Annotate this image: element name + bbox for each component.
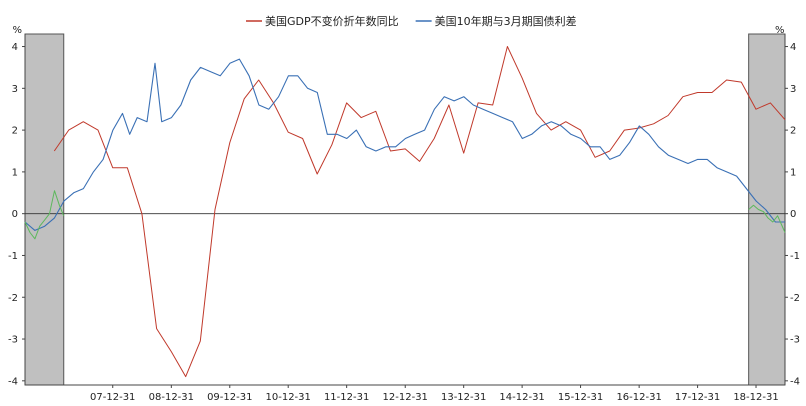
y-tick-label-left: 0 bbox=[12, 209, 18, 220]
y-tick-label-right: 1 bbox=[790, 167, 796, 178]
y-tick-label-left: -2 bbox=[8, 293, 18, 304]
y-tick-label-left: 4 bbox=[12, 42, 18, 53]
y-tick-label-left: 1 bbox=[12, 167, 18, 178]
x-tick-label: 09-12-31 bbox=[207, 392, 252, 403]
y-tick-label-left: 2 bbox=[12, 126, 18, 137]
x-tick-label: 08-12-31 bbox=[149, 392, 194, 403]
x-tick-label: 14-12-31 bbox=[499, 392, 544, 403]
x-tick-label: 07-12-31 bbox=[90, 392, 135, 403]
series-line-1 bbox=[53, 46, 786, 378]
series-line-3-seg-1 bbox=[24, 190, 65, 240]
shaded-periods bbox=[24, 33, 786, 386]
y-tick-label-left: -1 bbox=[8, 251, 18, 262]
series-lines bbox=[24, 46, 786, 378]
x-tick-label: 16-12-31 bbox=[616, 392, 661, 403]
y-tick-label-right: 0 bbox=[790, 209, 796, 220]
y-tick-label-left: 3 bbox=[12, 84, 18, 95]
shaded-period-2 bbox=[748, 33, 786, 386]
y-tick-label-right: 2 bbox=[790, 126, 796, 137]
y-tick-label-right: -3 bbox=[790, 335, 800, 346]
y-tick-label-right: -1 bbox=[790, 251, 800, 262]
x-tick-label: 13-12-31 bbox=[441, 392, 486, 403]
x-tick-label: 18-12-31 bbox=[733, 392, 778, 403]
x-tick-label: 12-12-31 bbox=[383, 392, 428, 403]
axes: % % -4 -4 -3 -3 -2 -2 -1 -1 0 0 1 1 2 2 3 3 4 4 07-12-31 08-1… bbox=[8, 25, 800, 403]
legend-label-1: 美国GDP不变价折年数同比 bbox=[265, 14, 399, 28]
legend-label-2: 美国10年期与3月期国债利差 bbox=[435, 14, 577, 28]
y-tick-label-right: 4 bbox=[790, 42, 796, 53]
y-tick-label-right: -4 bbox=[790, 376, 800, 387]
x-tick-label: 10-12-31 bbox=[266, 392, 311, 403]
series-line-2 bbox=[24, 58, 785, 231]
y-unit-left: % bbox=[12, 25, 22, 36]
y-tick-label-left: -3 bbox=[8, 335, 18, 346]
x-tick-label: 11-12-31 bbox=[324, 392, 369, 403]
x-tick-label: 17-12-31 bbox=[675, 392, 720, 403]
y-tick-label-right: -2 bbox=[790, 293, 800, 304]
y-tick-label-right: 3 bbox=[790, 84, 796, 95]
x-tick-label: 15-12-31 bbox=[558, 392, 603, 403]
series-line-3-seg-2 bbox=[748, 204, 786, 233]
shaded-period-1 bbox=[24, 33, 65, 386]
legend: 美国GDP不变价折年数同比 美国10年期与3月期国债利差 bbox=[246, 14, 577, 28]
y-tick-label-left: -4 bbox=[8, 376, 18, 387]
y-unit-right: % bbox=[775, 25, 785, 36]
